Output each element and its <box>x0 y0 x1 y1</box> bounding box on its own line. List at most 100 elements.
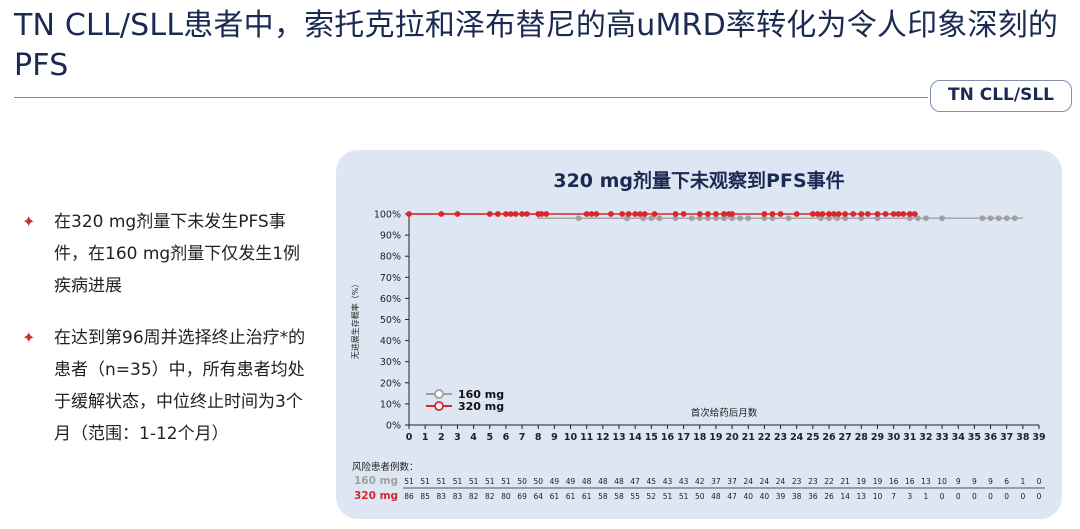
censor-mark-160mg <box>939 215 945 222</box>
risk-value: 40 <box>760 492 770 501</box>
risk-value: 3 <box>907 492 912 501</box>
risk-value: 9 <box>988 477 993 486</box>
x-tick-label: 3 <box>454 432 461 443</box>
y-tick-label: 70% <box>380 273 401 284</box>
censor-mark-320mg <box>503 211 509 217</box>
cross-star-icon: ✦ <box>22 328 36 347</box>
x-tick-label: 13 <box>612 432 625 443</box>
risk-value: 19 <box>857 477 867 486</box>
x-tick-label: 14 <box>629 432 643 443</box>
x-tick-label: 26 <box>822 432 836 443</box>
x-tick-label: 38 <box>1016 432 1030 443</box>
risk-value: 61 <box>582 492 592 501</box>
risk-value: 51 <box>501 477 511 486</box>
risk-value: 83 <box>437 492 447 501</box>
x-tick-label: 23 <box>774 432 787 443</box>
censor-mark-320mg <box>911 211 918 217</box>
censor-mark-320mg <box>454 211 461 217</box>
censor-mark-160mg <box>575 215 582 222</box>
risk-value: 0 <box>1004 492 1009 501</box>
censor-mark-320mg <box>524 211 530 217</box>
censor-mark-320mg <box>651 211 658 217</box>
x-tick-label: 37 <box>1000 432 1013 443</box>
y-tick-label: 30% <box>380 357 401 368</box>
bullet-item: ✦ 在达到第96周并选择终止治疗*的患者（n=35）中，所有患者均处于缓解状态，… <box>22 322 307 450</box>
censor-mark-320mg <box>793 211 800 217</box>
censor-mark-160mg <box>1011 215 1018 222</box>
risk-value: 48 <box>598 477 608 486</box>
x-tick-label: 20 <box>725 432 739 443</box>
censor-mark-160mg <box>737 215 744 222</box>
censor-mark-320mg <box>721 211 727 217</box>
risk-value: 0 <box>988 492 993 501</box>
censor-mark-320mg <box>438 211 445 217</box>
censor-mark-320mg <box>835 211 842 217</box>
x-tick-label: 10 <box>564 432 578 443</box>
risk-value: 36 <box>808 492 818 501</box>
legend-label: 160 mg <box>458 388 504 401</box>
x-axis-label: 首次给药后月数 <box>691 407 758 419</box>
censor-mark-320mg <box>543 211 550 217</box>
censor-mark-160mg <box>656 215 663 222</box>
x-tick-label: 15 <box>645 432 658 443</box>
y-tick-label: 50% <box>380 315 401 326</box>
risk-value: 50 <box>517 477 527 486</box>
risk-value: 13 <box>921 477 931 486</box>
risk-value: 47 <box>727 492 737 501</box>
risk-value: 51 <box>420 477 430 486</box>
censor-mark-320mg <box>713 211 719 217</box>
censor-mark-320mg <box>809 211 816 217</box>
risk-value: 82 <box>469 492 479 501</box>
risk-value: 85 <box>420 492 430 501</box>
risk-value: 13 <box>857 492 867 501</box>
x-tick-label: 1 <box>422 432 429 443</box>
censor-mark-320mg <box>608 211 614 217</box>
risk-value: 69 <box>517 492 527 501</box>
bullet-item: ✦ 在320 mg剂量下未发生PFS事件，在160 mg剂量下仅发生1例疾病进展 <box>22 206 307 302</box>
risk-value: 0 <box>972 492 977 501</box>
x-tick-label: 2 <box>438 432 445 443</box>
censor-mark-320mg <box>769 211 776 217</box>
x-tick-label: 33 <box>935 432 948 443</box>
risk-value: 49 <box>550 477 560 486</box>
risk-value: 43 <box>679 477 689 486</box>
censor-mark-320mg <box>588 211 595 217</box>
censor-mark-320mg <box>830 211 837 217</box>
risk-value: 10 <box>873 492 883 501</box>
censor-mark-160mg <box>979 215 986 222</box>
x-tick-label: 29 <box>871 432 884 443</box>
censor-mark-320mg <box>814 211 821 217</box>
risk-value: 1 <box>1020 477 1025 486</box>
censor-mark-320mg <box>704 211 711 217</box>
y-tick-label: 20% <box>380 378 401 389</box>
risk-value: 49 <box>566 477 576 486</box>
censor-mark-160mg <box>1003 215 1010 222</box>
censor-mark-320mg <box>538 211 545 217</box>
x-tick-label: 31 <box>903 432 916 443</box>
page-title: TN CLL/SLL患者中，索托克拉和泽布替尼的高uMRD率转化为令人印象深刻的… <box>14 8 1059 83</box>
risk-value: 80 <box>501 492 511 501</box>
y-tick-label: 90% <box>380 231 401 242</box>
cross-star-icon: ✦ <box>22 212 36 231</box>
censor-mark-320mg <box>632 211 639 217</box>
risk-value: 51 <box>437 477 447 486</box>
risk-value: 50 <box>695 492 705 501</box>
legend-marker <box>434 401 444 411</box>
bullet-text: 在320 mg剂量下未发生PFS事件，在160 mg剂量下仅发生1例疾病进展 <box>54 212 301 296</box>
risk-value: 21 <box>840 477 850 486</box>
x-tick-label: 39 <box>1032 432 1045 443</box>
x-tick-label: 17 <box>677 432 690 443</box>
x-tick-label: 22 <box>758 432 771 443</box>
bullet-text: 在达到第96周并选择终止治疗*的患者（n=35）中，所有患者均处于缓解状态，中位… <box>54 328 306 444</box>
risk-value: 23 <box>808 477 818 486</box>
risk-value: 51 <box>469 477 479 486</box>
risk-value: 16 <box>889 477 899 486</box>
censor-mark-160mg <box>688 215 695 222</box>
censor-mark-320mg <box>729 211 735 217</box>
title-divider <box>14 97 928 98</box>
risk-value: 48 <box>582 477 592 486</box>
censor-mark-320mg <box>406 211 412 217</box>
x-tick-label: 9 <box>551 432 558 443</box>
risk-value: 45 <box>647 477 657 486</box>
risk-value: 43 <box>663 477 673 486</box>
